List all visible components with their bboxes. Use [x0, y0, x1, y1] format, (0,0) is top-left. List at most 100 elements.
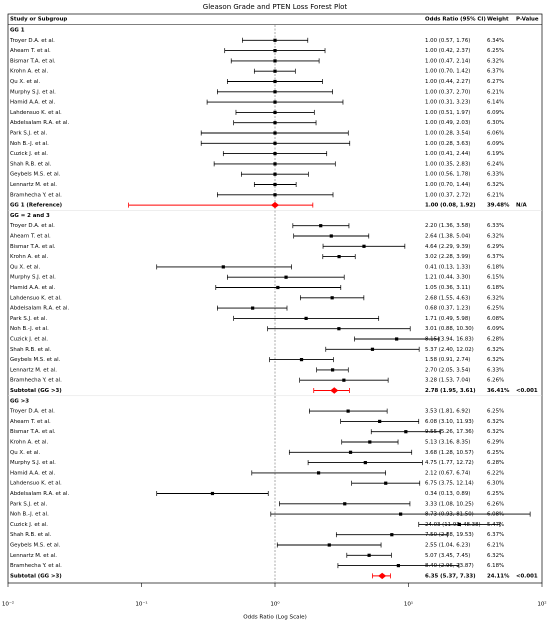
weight-text: 6.33% — [487, 172, 504, 178]
weight-text: 6.09% — [487, 110, 504, 116]
estimate-marker — [363, 461, 367, 465]
weight-text: 6.29% — [487, 440, 504, 446]
estimate-marker — [337, 327, 341, 331]
column-header: Odds Ratio (95% CI) — [425, 17, 486, 23]
summary-weight: 39.48% — [487, 203, 510, 209]
ci-text: 4.64 (2.29, 9.39) — [425, 244, 470, 250]
summary-weight: 36.41% — [487, 388, 510, 394]
estimate-marker — [342, 378, 346, 382]
x-tick-label: 10¹ — [404, 601, 413, 608]
weight-text: 6.19% — [487, 151, 504, 157]
ci-text: 1.00 (0.37, 2.70) — [425, 89, 470, 95]
weight-text: 6.32% — [487, 182, 504, 188]
summary-p: <0.001 — [516, 388, 538, 394]
ci-text: 24.03 (11.93, 48.38) — [425, 522, 481, 528]
estimate-marker — [273, 49, 277, 53]
ci-text: 1.00 (0.42, 2.37) — [425, 48, 470, 54]
estimate-marker — [273, 59, 277, 63]
weight-text: 5.47% — [487, 522, 504, 528]
ci-text: 1.00 (0.44, 2.27) — [425, 79, 470, 85]
weight-text: 6.32% — [487, 357, 504, 363]
ci-text: 2.68 (1.55, 4.63) — [425, 295, 470, 301]
study-name: Shah R.B. et al. — [10, 347, 52, 353]
ci-text: 3.53 (1.81, 6.92) — [425, 409, 470, 415]
estimate-marker — [337, 255, 341, 259]
estimate-marker — [299, 358, 304, 362]
weight-text: 6.08% — [487, 316, 504, 322]
weight-text: 6.21% — [487, 543, 504, 549]
study-name: Park S.J. et al. — [10, 501, 47, 507]
estimate-marker — [221, 265, 225, 269]
study-name: Noh B.-J. et al. — [10, 141, 49, 147]
weight-text: 6.21% — [487, 192, 504, 198]
study-name: Krohn A. et al. — [10, 440, 48, 446]
study-name: Lahdensuo K. et al. — [10, 110, 62, 116]
weight-text: 6.09% — [487, 326, 504, 332]
estimate-marker — [396, 564, 400, 568]
weight-text: 6.09% — [487, 141, 504, 147]
estimate-marker — [273, 38, 277, 42]
study-name: Murphy S.J. et al. — [10, 275, 56, 281]
estimate-marker — [346, 409, 350, 413]
ci-text: 0.34 (0.13, 0.89) — [425, 491, 470, 497]
study-name: Cuzick J. et al. — [10, 151, 48, 157]
estimate-marker — [273, 100, 277, 104]
study-name: Bismar T.A. et al. — [10, 429, 56, 435]
weight-text: 6.37% — [487, 254, 504, 260]
ci-text: 1.00 (0.49, 2.03) — [425, 120, 470, 126]
study-name: Murphy S.J. et al. — [10, 460, 56, 466]
ci-text: 3.01 (0.88, 10.30) — [425, 326, 474, 332]
ci-text: 1.00 (0.56, 1.78) — [425, 172, 470, 178]
weight-text: 6.21% — [487, 89, 504, 95]
weight-text: 6.18% — [487, 264, 504, 270]
weight-text: 6.06% — [487, 131, 504, 137]
study-name: Lahdensuo K. et al. — [10, 481, 62, 487]
summary-name: GG 1 (Reference) — [10, 203, 62, 209]
ci-text: 1.58 (0.91, 2.74) — [425, 357, 470, 363]
ci-text: 1.00 (0.47, 2.14) — [425, 58, 470, 64]
estimate-marker — [273, 69, 277, 73]
estimate-marker — [319, 224, 323, 228]
study-name: Abdelsalam R.A. et al. — [10, 491, 69, 497]
estimate-marker — [378, 419, 382, 423]
weight-text: 6.32% — [487, 347, 504, 353]
group-header: GG = 2 and 3 — [10, 213, 50, 219]
estimate-marker — [390, 533, 394, 537]
estimate-marker — [273, 152, 277, 156]
weight-text: 6.25% — [487, 491, 504, 497]
ci-text: 5.37 (2.40, 12.02) — [425, 347, 474, 353]
summary-diamond — [378, 572, 387, 580]
weight-text: 6.30% — [487, 481, 504, 487]
weight-text: 6.32% — [487, 419, 504, 425]
study-name: Bramhecha Y. et al. — [10, 378, 62, 384]
estimate-marker — [304, 316, 308, 320]
study-name: Qu X. et al. — [10, 450, 40, 456]
ci-text: 5.13 (3.16, 8.35) — [425, 440, 470, 446]
ci-text: 4.75 (1.77, 12.72) — [425, 460, 474, 466]
weight-text: 6.32% — [487, 234, 504, 240]
x-tick-label: 10⁰ — [270, 601, 280, 608]
ci-text: 7.50 (2.88, 19.53) — [425, 532, 474, 538]
ci-text: 1.00 (0.28, 3.63) — [425, 141, 470, 147]
summary-ci: 2.78 (1.95, 3.61) — [425, 388, 476, 394]
estimate-marker — [273, 193, 277, 197]
summary-ci: 6.35 (5.37, 7.33) — [425, 573, 476, 579]
weight-text: 6.25% — [487, 48, 504, 54]
weight-text: 6.22% — [487, 470, 504, 476]
weight-text: 6.14% — [487, 100, 504, 106]
estimate-marker — [395, 337, 399, 341]
weight-text: 6.18% — [487, 563, 504, 569]
ci-text: 8.15 (3.94, 16.83) — [425, 337, 474, 343]
weight-text: 6.29% — [487, 244, 504, 250]
summary-name: Subtotal (GG >3) — [10, 388, 62, 394]
study-name: Qu X. et al. — [10, 79, 40, 85]
ci-text: 9.55 (5.26, 17.36) — [425, 429, 474, 435]
ci-text: 2.55 (1.04, 6.23) — [425, 543, 470, 549]
weight-text: 6.33% — [487, 223, 504, 229]
weight-text: 6.26% — [487, 501, 504, 507]
column-header: P-Value — [516, 17, 539, 23]
study-name: Shah R.B. et al. — [10, 161, 52, 167]
weight-text: 6.08% — [487, 512, 504, 518]
estimate-marker — [329, 234, 333, 238]
study-name: Lennartz M. et al. — [10, 553, 57, 559]
